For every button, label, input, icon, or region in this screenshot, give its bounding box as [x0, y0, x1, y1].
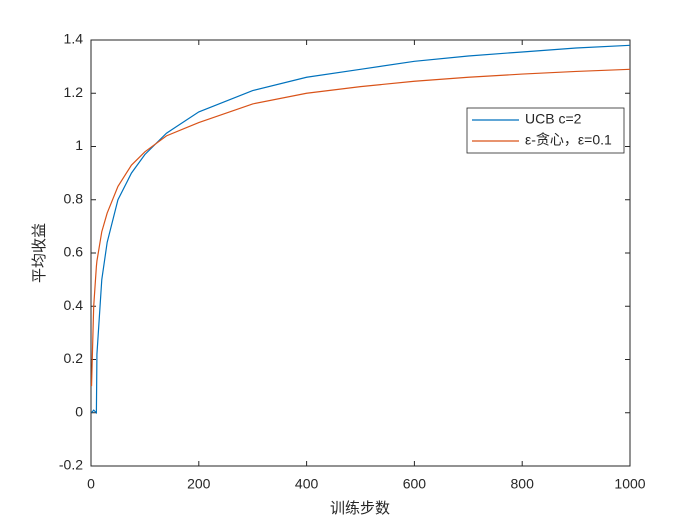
y-tick-label: 0.8	[64, 190, 84, 206]
y-tick-label: 1	[75, 137, 83, 153]
x-tick-label: 600	[403, 476, 427, 492]
legend-label: UCB c=2	[525, 111, 582, 127]
x-tick-label: 0	[87, 476, 95, 492]
y-tick-label: 0.6	[64, 244, 84, 260]
y-tick-label: -0.2	[59, 457, 83, 473]
legend-box	[466, 107, 625, 154]
y-axis-label: 平均收益	[30, 223, 48, 283]
y-tick-label: 0	[75, 403, 83, 419]
plot-area	[90, 39, 631, 467]
series-line	[90, 68, 631, 387]
series-line	[91, 44, 631, 415]
x-tick-label: 400	[295, 476, 319, 492]
legend-label: ε-贪心，ε=0.1	[525, 132, 612, 148]
y-tick-label: 1.2	[64, 84, 84, 100]
y-tick-label: 0.2	[64, 350, 84, 366]
x-axis-label: 训练步数	[330, 499, 390, 517]
y-tick-label: 0.4	[64, 297, 84, 313]
x-tick-label: 800	[511, 476, 535, 492]
x-tick-label: 200	[187, 476, 211, 492]
y-tick-label: 1.4	[64, 31, 84, 47]
x-tick-label: 1000	[614, 476, 645, 492]
